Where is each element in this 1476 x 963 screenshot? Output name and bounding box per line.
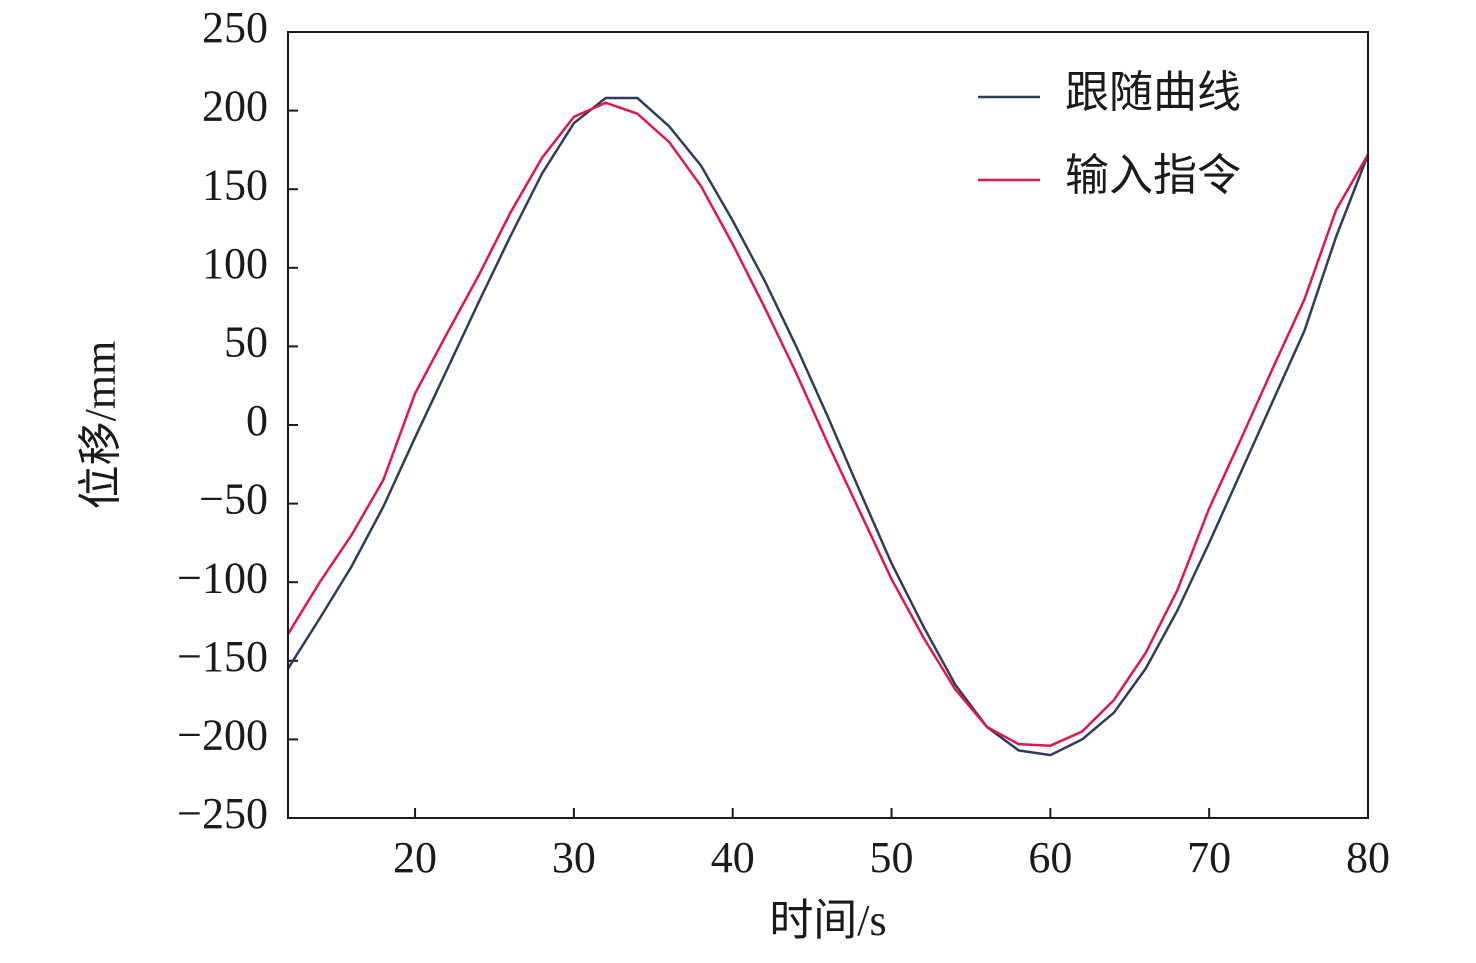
legend-label: 输入指令: [1065, 151, 1241, 200]
y-tick-label: −200: [177, 710, 268, 759]
x-axis-label: 时间/s: [769, 896, 886, 945]
series-line: [286, 101, 1370, 747]
x-tick-label: 60: [1028, 833, 1072, 882]
y-tick-label: 100: [202, 239, 268, 288]
x-tick-label: 20: [393, 833, 437, 882]
y-tick-label: −250: [177, 789, 268, 838]
y-axis-label: 位移/mm: [76, 341, 125, 510]
plot-frame: [287, 31, 1369, 819]
y-tick-label: 150: [202, 160, 268, 209]
y-tick-label: −150: [177, 632, 268, 681]
legend-label: 跟随曲线: [1065, 68, 1241, 117]
y-tick-label: 250: [202, 3, 268, 52]
y-tick-label: −100: [177, 553, 268, 602]
x-tick-label: 70: [1187, 833, 1231, 882]
x-tick-label: 50: [870, 833, 914, 882]
y-tick-label: −50: [199, 475, 268, 524]
series-line: [286, 96, 1370, 757]
x-tick-label: 40: [711, 833, 755, 882]
y-tick-label: 200: [202, 82, 268, 131]
y-tick-label: 50: [224, 317, 268, 366]
y-tick-label: 0: [246, 396, 268, 445]
x-tick-label: 30: [552, 833, 596, 882]
x-tick-label: 80: [1346, 833, 1390, 882]
